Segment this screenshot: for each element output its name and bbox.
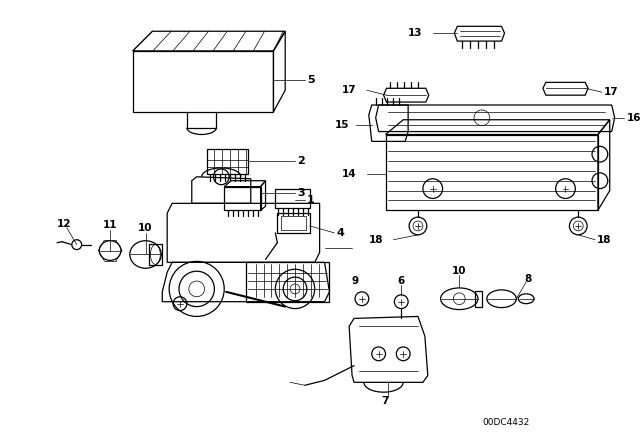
Text: 18: 18 — [369, 235, 383, 245]
Text: 3: 3 — [297, 188, 305, 198]
Text: 8: 8 — [524, 274, 531, 284]
Text: 13: 13 — [408, 28, 422, 38]
Text: 15: 15 — [334, 120, 349, 129]
Text: 17: 17 — [604, 87, 618, 97]
Text: 10: 10 — [138, 223, 152, 233]
Text: 16: 16 — [627, 113, 640, 123]
Text: 4: 4 — [337, 228, 344, 238]
Text: 18: 18 — [597, 235, 611, 245]
Text: 00DC4432: 00DC4432 — [482, 418, 529, 427]
Text: 17: 17 — [342, 85, 357, 95]
Text: 11: 11 — [103, 220, 118, 230]
Text: 7: 7 — [381, 396, 389, 406]
Text: 6: 6 — [397, 276, 404, 286]
Text: 9: 9 — [351, 276, 358, 286]
Text: 1: 1 — [307, 195, 315, 205]
Text: 2: 2 — [297, 156, 305, 166]
Text: 10: 10 — [451, 266, 466, 276]
Text: 14: 14 — [342, 169, 357, 179]
Text: 5: 5 — [307, 75, 314, 86]
Text: 12: 12 — [57, 219, 72, 229]
